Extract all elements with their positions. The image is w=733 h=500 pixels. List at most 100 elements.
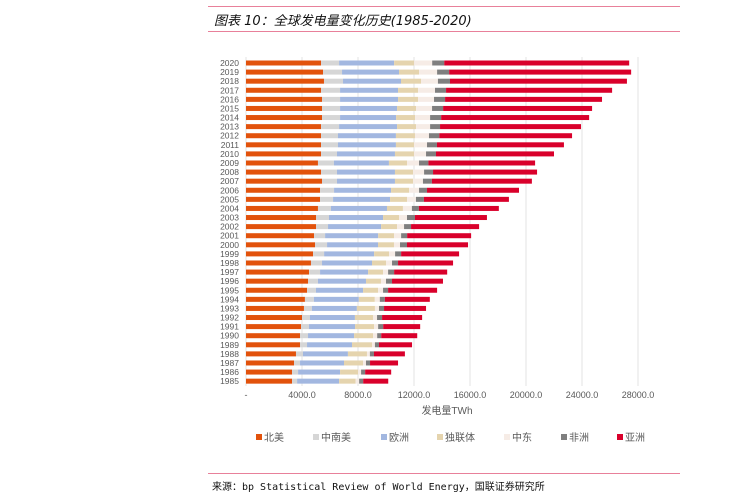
y-tick-label: 1995	[220, 285, 239, 295]
bar-segment	[320, 187, 335, 193]
bar-segment	[413, 178, 423, 184]
bar-segment	[322, 96, 341, 102]
bar-segment	[398, 96, 419, 102]
bar-segment	[340, 115, 397, 121]
bar-segment	[432, 105, 444, 111]
bar-segment	[246, 87, 322, 93]
bar-segment	[363, 287, 379, 293]
bar-segment	[339, 378, 356, 384]
y-tick-label: 1989	[220, 340, 239, 350]
bar-segment	[309, 324, 356, 330]
bar-segment	[314, 233, 326, 239]
bar-segment	[300, 333, 309, 339]
bar-segment	[418, 87, 435, 93]
bar-segment	[322, 115, 341, 121]
bar-segment	[446, 87, 613, 93]
bar-segment	[418, 96, 435, 102]
bar-segment	[324, 251, 375, 257]
bar-segment	[440, 124, 582, 130]
bar-segment	[372, 315, 378, 321]
bar-segment	[298, 369, 341, 375]
bar-segment	[388, 160, 407, 166]
bar-segment	[354, 315, 373, 321]
bar-segment	[246, 342, 301, 348]
bar-segment	[428, 160, 536, 166]
bar-segment	[323, 69, 343, 75]
bar-segment	[423, 196, 509, 202]
bar-segment	[433, 169, 538, 175]
legend-swatch	[256, 434, 262, 440]
bar-segment	[340, 96, 399, 102]
bar-segment	[393, 242, 400, 248]
bar-segment	[449, 69, 632, 75]
bar-segment	[397, 105, 417, 111]
bar-segment	[409, 187, 420, 193]
bar-segment	[309, 269, 321, 275]
bar-segment	[340, 369, 359, 375]
bar-segment	[246, 133, 322, 139]
bar-segment	[322, 260, 372, 266]
bar-segment	[292, 369, 299, 375]
legend-label: 北美	[264, 431, 284, 444]
bar-segment	[395, 133, 415, 139]
bar-segment	[424, 169, 434, 175]
bar-segment	[428, 133, 440, 139]
bar-segment	[246, 360, 295, 366]
bar-segment	[366, 351, 370, 357]
bar-segment	[355, 378, 360, 384]
y-tick-label: 2012	[220, 131, 239, 141]
bar-segment	[246, 305, 304, 311]
bar-segment	[407, 215, 415, 221]
bar-segment	[399, 69, 420, 75]
bar-segment	[407, 160, 420, 166]
bar-segment	[246, 315, 302, 321]
y-tick-label: 2002	[220, 222, 239, 232]
bar-segment	[246, 105, 323, 111]
bar-segment	[358, 369, 362, 375]
bar-segment	[307, 342, 352, 348]
bar-segment	[389, 251, 396, 257]
bar-segment	[397, 224, 405, 230]
bar-segment	[355, 324, 375, 330]
bar-segment	[414, 215, 487, 221]
bar-segment	[379, 305, 385, 311]
bar-segment	[394, 60, 415, 66]
bar-segment	[383, 324, 421, 330]
bar-segment	[400, 242, 407, 248]
bar-segment	[443, 105, 593, 111]
bar-segment	[246, 196, 321, 202]
bar-segment	[325, 233, 379, 239]
bar-segment	[330, 205, 387, 211]
bar-segment	[422, 178, 432, 184]
y-tick-label: 2001	[220, 231, 239, 241]
bar-segment	[359, 378, 364, 384]
bar-segment	[411, 224, 480, 230]
bar-segment	[246, 324, 302, 330]
legend-swatch	[437, 434, 443, 440]
bar-segment	[337, 151, 395, 157]
bar-segment	[415, 196, 424, 202]
bar-segment	[415, 115, 431, 121]
bar-segment	[395, 251, 402, 257]
y-tick-label: 1998	[220, 258, 239, 268]
bar-segment	[340, 105, 398, 111]
y-tick-label: 2020	[220, 58, 239, 68]
bar-segment	[381, 333, 418, 339]
bar-segment	[439, 133, 573, 139]
bar-segment	[354, 333, 374, 339]
y-tick-label: 1992	[220, 313, 239, 323]
bar-segment	[315, 242, 328, 248]
bar-segment	[377, 315, 383, 321]
y-tick-label: 2015	[220, 103, 239, 113]
bar-segment	[329, 215, 384, 221]
bar-segment	[297, 378, 340, 384]
bar-segment	[379, 296, 385, 302]
bar-segment	[373, 333, 378, 339]
bar-segment	[358, 296, 375, 302]
y-tick-label: 2005	[220, 194, 239, 204]
bar-segment	[246, 205, 318, 211]
bar-segment	[372, 342, 375, 348]
bar-segment	[374, 296, 380, 302]
bar-segment	[246, 142, 322, 148]
bar-segment	[333, 160, 389, 166]
